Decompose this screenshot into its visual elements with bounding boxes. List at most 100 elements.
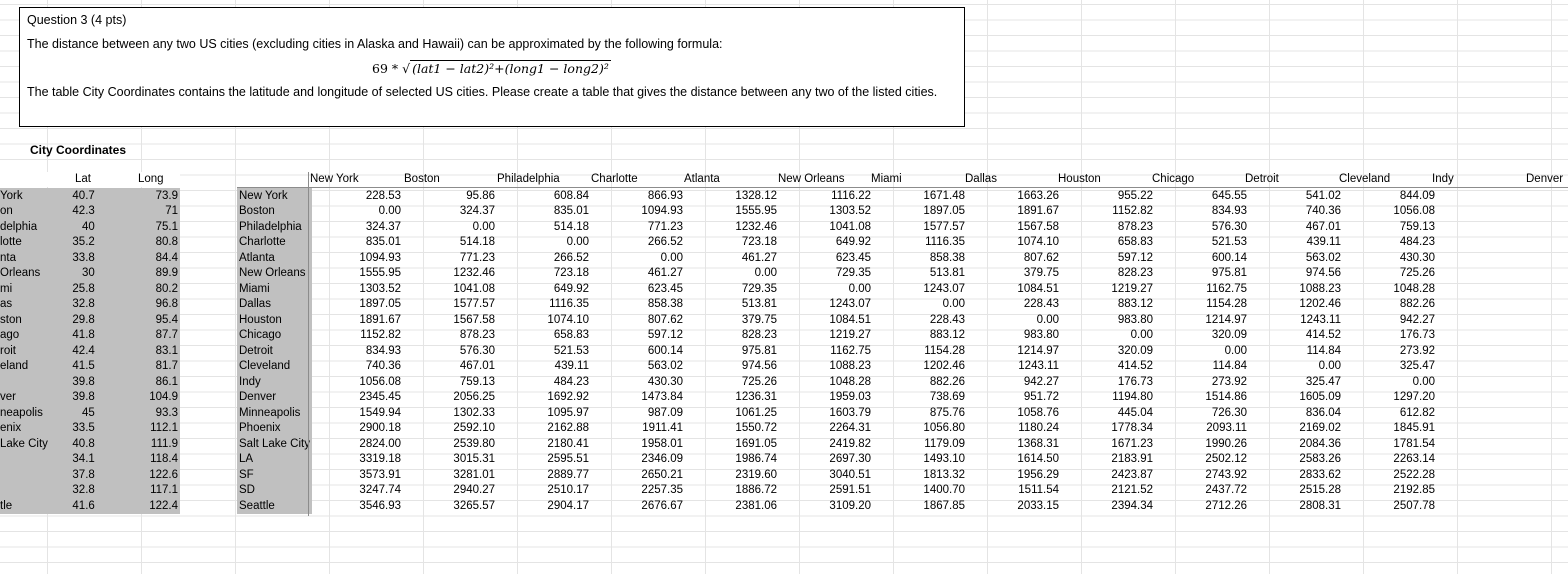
distance-cell[interactable]: 1088.23 — [829, 360, 871, 373]
coord-city-cell[interactable] — [0, 374, 50, 390]
distance-cell[interactable]: 2539.80 — [453, 437, 495, 450]
distance-cell[interactable]: 1511.54 — [1018, 484, 1059, 497]
distance-cell[interactable]: 0.00 — [1224, 344, 1247, 357]
long-cell[interactable]: 117.1 — [150, 484, 178, 497]
distance-cell[interactable]: 1095.97 — [547, 406, 589, 419]
distance-cell[interactable]: 1219.27 — [1111, 282, 1153, 295]
distance-cell[interactable]: 1214.97 — [1205, 313, 1247, 326]
distance-cell[interactable]: 597.12 — [1117, 251, 1153, 264]
distance-cell[interactable]: 0.00 — [660, 251, 683, 264]
row-city-name[interactable]: Philadelphia — [239, 220, 302, 233]
distance-cell[interactable]: 828.23 — [741, 329, 777, 342]
long-cell[interactable]: 122.6 — [149, 468, 178, 481]
distance-cell[interactable]: 1891.67 — [359, 313, 401, 326]
row-city-name[interactable]: Phoenix — [239, 422, 281, 435]
lat-cell[interactable]: 29.8 — [72, 313, 95, 326]
distance-cell[interactable]: 807.62 — [647, 313, 683, 326]
coord-city-cell[interactable]: ver — [0, 391, 16, 404]
distance-cell[interactable]: 1074.10 — [1017, 236, 1059, 249]
distance-cell[interactable]: 1088.23 — [1299, 282, 1341, 295]
distance-cell[interactable]: 1897.05 — [923, 205, 965, 218]
distance-cell[interactable]: 3265.57 — [453, 499, 495, 512]
distance-cell[interactable]: 1886.72 — [735, 484, 777, 497]
distance-cell[interactable]: 983.80 — [1023, 329, 1059, 342]
distance-cell[interactable]: 942.27 — [1023, 375, 1059, 388]
distance-cell[interactable]: 228.53 — [365, 189, 401, 202]
distance-cell[interactable]: 0.00 — [754, 267, 777, 280]
distance-cell[interactable]: 2507.78 — [1393, 499, 1435, 512]
row-city-name[interactable]: Salt Lake City — [239, 437, 310, 450]
distance-cell[interactable]: 1845.91 — [1393, 422, 1435, 435]
distance-cell[interactable]: 1179.09 — [924, 437, 965, 450]
distance-cell[interactable]: 521.53 — [553, 344, 589, 357]
distance-cell[interactable]: 1041.08 — [829, 220, 871, 233]
column-header-houston[interactable]: Houston — [1058, 173, 1101, 185]
distance-cell[interactable]: 514.18 — [459, 236, 495, 249]
row-city-name[interactable]: SF — [239, 468, 254, 481]
long-cell[interactable]: 104.9 — [149, 391, 178, 404]
distance-cell[interactable]: 513.81 — [741, 298, 777, 311]
distance-cell[interactable]: 597.12 — [647, 329, 683, 342]
distance-cell[interactable]: 414.52 — [1305, 329, 1341, 342]
coord-city-cell[interactable]: nta — [0, 251, 16, 264]
distance-cell[interactable]: 2900.18 — [359, 422, 401, 435]
distance-cell[interactable]: 273.92 — [1211, 375, 1247, 388]
lat-cell[interactable]: 42.4 — [72, 344, 95, 357]
distance-cell[interactable]: 2084.36 — [1299, 437, 1341, 450]
lat-cell[interactable]: 39.8 — [72, 375, 95, 388]
distance-cell[interactable]: 467.01 — [459, 360, 495, 373]
distance-cell[interactable]: 2583.26 — [1299, 453, 1341, 466]
distance-cell[interactable]: 1074.10 — [547, 313, 589, 326]
coord-city-cell[interactable]: lotte — [0, 236, 22, 249]
coord-city-cell[interactable]: mi — [0, 282, 13, 295]
distance-cell[interactable]: 844.09 — [1399, 189, 1435, 202]
distance-cell[interactable]: 3281.01 — [453, 468, 495, 481]
distance-cell[interactable]: 738.69 — [929, 391, 965, 404]
coord-city-cell[interactable]: roit — [0, 344, 16, 357]
distance-cell[interactable]: 1368.31 — [1017, 437, 1059, 450]
distance-cell[interactable]: 882.26 — [1399, 298, 1435, 311]
distance-cell[interactable]: 875.76 — [929, 406, 965, 419]
lat-cell[interactable]: 41.5 — [72, 360, 95, 373]
distance-cell[interactable]: 1986.74 — [735, 453, 777, 466]
lat-cell[interactable]: 33.8 — [72, 251, 95, 264]
distance-cell[interactable]: 1243.07 — [923, 282, 965, 295]
distance-cell[interactable]: 1959.03 — [829, 391, 871, 404]
distance-cell[interactable]: 1094.93 — [641, 205, 683, 218]
distance-cell[interactable]: 759.13 — [459, 375, 495, 388]
distance-cell[interactable]: 2712.26 — [1205, 499, 1247, 512]
distance-cell[interactable]: 1084.51 — [829, 313, 871, 326]
distance-cell[interactable]: 866.93 — [647, 189, 683, 202]
distance-cell[interactable]: 0.00 — [1412, 375, 1435, 388]
row-city-name[interactable]: Chicago — [239, 329, 282, 342]
distance-cell[interactable]: 1493.10 — [923, 453, 965, 466]
distance-cell[interactable]: 2394.34 — [1111, 499, 1153, 512]
lat-cell[interactable]: 41.8 — [72, 329, 95, 342]
distance-cell[interactable]: 2697.30 — [829, 453, 871, 466]
distance-cell[interactable]: 1056.08 — [1393, 205, 1435, 218]
distance-cell[interactable]: 1232.46 — [735, 220, 777, 233]
distance-cell[interactable]: 858.38 — [647, 298, 683, 311]
distance-cell[interactable]: 484.23 — [553, 375, 589, 388]
coord-city-cell[interactable] — [0, 452, 50, 468]
row-city-name[interactable]: Charlotte — [239, 236, 286, 249]
distance-cell[interactable]: 439.11 — [1306, 236, 1341, 249]
distance-cell[interactable]: 2093.11 — [1206, 422, 1247, 435]
distance-cell[interactable]: 2346.09 — [641, 453, 683, 466]
distance-cell[interactable]: 658.83 — [1117, 236, 1153, 249]
distance-cell[interactable]: 513.81 — [929, 267, 965, 280]
distance-cell[interactable]: 563.02 — [647, 360, 683, 373]
distance-cell[interactable]: 0.00 — [472, 220, 495, 233]
distance-cell[interactable]: 883.12 — [1117, 298, 1153, 311]
distance-cell[interactable]: 2592.10 — [453, 422, 495, 435]
distance-cell[interactable]: 541.02 — [1305, 189, 1341, 202]
long-cell[interactable]: 87.7 — [155, 329, 178, 342]
distance-cell[interactable]: 1041.08 — [453, 282, 495, 295]
distance-cell[interactable]: 2904.17 — [547, 499, 589, 512]
distance-cell[interactable]: 114.84 — [1212, 360, 1247, 373]
long-cell[interactable]: 111.9 — [150, 437, 178, 450]
distance-cell[interactable]: 3247.74 — [359, 484, 401, 497]
distance-cell[interactable]: 600.14 — [1211, 251, 1247, 264]
distance-cell[interactable]: 0.00 — [1036, 313, 1059, 326]
lat-cell[interactable]: 39.8 — [72, 391, 95, 404]
